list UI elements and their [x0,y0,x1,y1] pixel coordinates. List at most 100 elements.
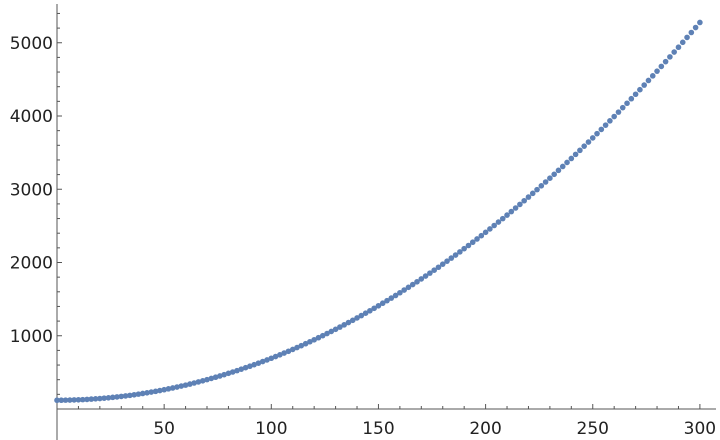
data-point [187,381,193,387]
data-point [157,387,163,394]
data-point [499,215,506,222]
x-tick-label-300: 300 [684,419,716,439]
data-point [114,394,120,400]
data-point [225,370,232,377]
data-point [131,391,137,398]
data-point [667,54,673,60]
data-point [122,393,129,399]
data-point [118,393,125,400]
data-point [332,326,339,333]
data-point [135,391,142,397]
data-point [542,179,549,185]
data-point [461,245,467,252]
data-point [169,385,176,391]
y-tick-label-4000: 4000 [10,107,53,127]
data-point [397,289,403,296]
data-point [174,384,180,390]
data-point [589,135,596,141]
data-point [88,396,95,402]
data-point [491,222,497,229]
data-point [208,375,215,382]
data-point [555,167,562,174]
data-point [367,307,373,314]
data-point [337,324,343,330]
data-point [362,310,369,316]
data-point [264,357,270,363]
data-point [148,389,155,395]
data-point [607,118,613,124]
data-point [341,322,347,328]
data-point [662,58,669,65]
data-point [671,49,677,55]
data-point [109,394,116,401]
data-point [409,281,416,288]
data-point [384,297,390,304]
data-point [615,109,622,115]
data-point [75,396,82,403]
data-point [285,348,292,355]
data-point [328,328,335,335]
data-point [212,374,219,381]
data-point [319,332,326,339]
data-point [298,342,305,349]
data-point [688,29,695,36]
data-point [692,24,699,31]
data-point [469,239,476,246]
data-point [354,315,360,321]
data-point [598,126,605,133]
data-point [611,113,617,120]
data-point [649,73,656,79]
data-point [392,292,399,299]
data-point [97,395,103,402]
tick-labels: 50 100 150 200 250 300 1000 2000 3000 40… [10,34,716,439]
data-point [495,219,502,225]
data-point [577,147,583,154]
data-point [679,39,686,46]
data-point [191,380,197,386]
data-point [465,242,472,249]
data-point [632,91,639,98]
data-point [277,351,283,358]
data-point [628,95,635,102]
data-point [221,371,227,378]
data-point [521,197,527,204]
data-point [62,397,69,403]
data-point [504,212,510,218]
data-point [229,369,236,375]
data-point [281,350,287,356]
data-point [182,382,189,388]
data-point [242,364,249,371]
data-point [431,267,437,273]
data-point [594,130,600,137]
y-tick-label-1000: 1000 [10,327,53,347]
data-point [255,360,262,366]
data-point [199,377,206,384]
data-point [401,287,407,293]
data-point [79,396,86,403]
data-point [379,300,386,307]
data-point [144,390,150,396]
data-point [452,252,459,258]
data-point [54,397,60,404]
data-point [439,261,446,267]
data-point [697,19,703,26]
data-point [602,122,609,128]
data-point [238,366,245,372]
data-point [101,395,107,401]
data-point [67,397,73,403]
data-point [405,284,412,291]
data-point [478,232,485,239]
data-point [525,194,532,200]
data-point [487,226,493,232]
data-point [414,278,420,285]
data-point [624,100,630,107]
data-point [315,334,322,341]
data-point [84,396,90,403]
x-tick-label-200: 200 [469,419,501,439]
data-point [71,397,77,403]
data-point [585,139,592,145]
data-point [251,361,257,368]
data-point [427,270,433,276]
data-point [482,229,489,236]
